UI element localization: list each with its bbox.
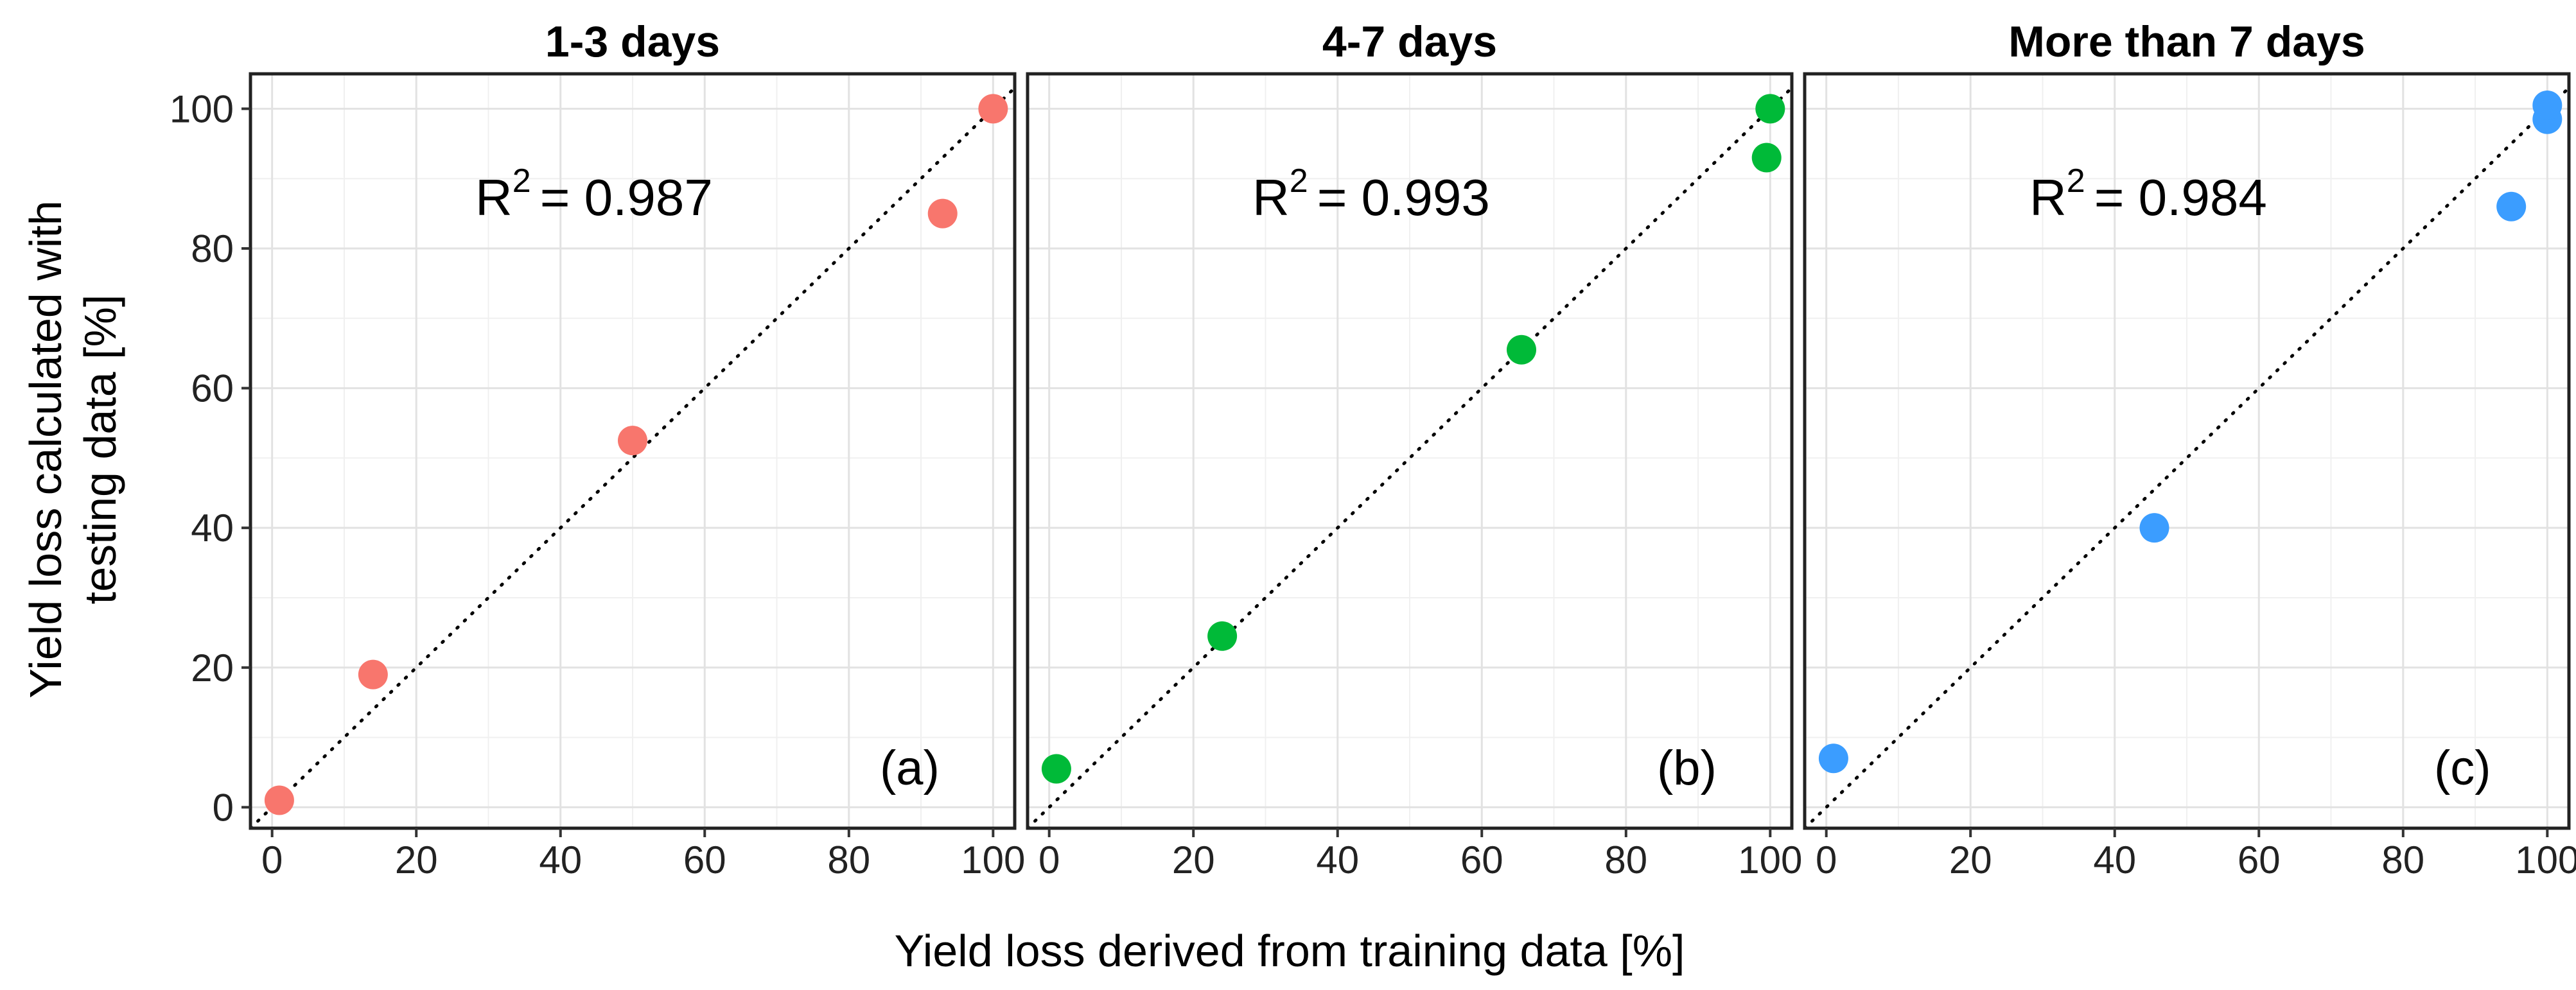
x-axis-label: Yield loss derived from training data [%… [895, 926, 1685, 976]
panel-frame [249, 72, 1017, 830]
x-tick-label: 40 [1316, 838, 1359, 881]
data-point [978, 94, 1008, 124]
y-axis-label-line-2: testing data [%] [75, 295, 125, 605]
panel-letter: (a) [880, 741, 940, 795]
data-point [1507, 334, 1537, 365]
data-point [2532, 90, 2563, 120]
y-tick-label: 40 [191, 507, 234, 550]
panel-3: 0 20 40 60 80 100 More than 7 days R2 = 0.984 (c) [1803, 17, 2576, 881]
y-tick-label: 0 [213, 786, 234, 829]
data-point [1818, 743, 1848, 774]
data-point [1041, 754, 1071, 784]
y-tick-label: 100 [170, 87, 234, 130]
x-tick-label: 60 [683, 838, 726, 881]
panels-group: 0 20 40 60 80 100 0 20 40 60 80 100 1-3 days R2 = 0.98… [170, 17, 2576, 881]
x-tick-label: 0 [261, 838, 283, 881]
r-squared-annotation: R2 = 0.993 [1252, 162, 1490, 226]
reference-line [249, 86, 1017, 830]
reference-line [1026, 86, 1794, 830]
panel-frame [1026, 72, 1794, 830]
x-tick-label: 20 [1949, 838, 1992, 881]
x-tick-label: 0 [1038, 838, 1060, 881]
x-tick-label: 60 [1460, 838, 1503, 881]
data-point [1751, 143, 1782, 173]
data-point [2496, 191, 2527, 221]
x-tick-label: 80 [2381, 838, 2424, 881]
r-squared-annotation: R2 = 0.984 [2029, 162, 2267, 226]
x-tick-label: 100 [1738, 838, 1802, 881]
panel-title: 1-3 days [545, 17, 720, 66]
x-tick-label: 40 [539, 838, 582, 881]
x-tick-label: 60 [2238, 838, 2281, 881]
y-tick-label: 20 [191, 647, 234, 690]
x-tick-label: 40 [2093, 838, 2136, 881]
r-squared-annotation: R2 = 0.987 [475, 162, 713, 226]
panel-title: 4-7 days [1322, 17, 1497, 66]
y-tick-label: 60 [191, 367, 234, 410]
data-point [264, 785, 294, 815]
x-tick-label: 80 [827, 838, 870, 881]
data-point [1207, 621, 1238, 651]
x-tick-label: 20 [1172, 838, 1215, 881]
x-tick-label: 100 [2515, 838, 2576, 881]
panel-letter: (b) [1657, 741, 1717, 795]
y-axis-label-line-1: Yield loss calculated with [21, 200, 71, 699]
data-point [358, 659, 388, 690]
data-point [618, 426, 647, 456]
data-point [2139, 513, 2169, 543]
x-tick-label: 20 [395, 838, 438, 881]
y-tick-label: 80 [191, 227, 234, 270]
reference-line [1803, 86, 2571, 830]
panel-1: 0 20 40 60 80 100 0 20 40 60 80 100 1-3 days R2 = 0.98… [170, 17, 1025, 881]
panel-title: More than 7 days [2008, 17, 2365, 66]
data-point [927, 198, 958, 229]
panel-frame [1803, 72, 2571, 830]
panel-2: 0 20 40 60 80 100 4-7 days R2 = 0.993 (b) [1026, 17, 1802, 881]
x-tick-label: 0 [1816, 838, 1837, 881]
x-tick-label: 100 [961, 838, 1025, 881]
data-point [1755, 94, 1785, 124]
x-tick-label: 80 [1604, 838, 1647, 881]
panel-letter: (c) [2434, 741, 2491, 795]
